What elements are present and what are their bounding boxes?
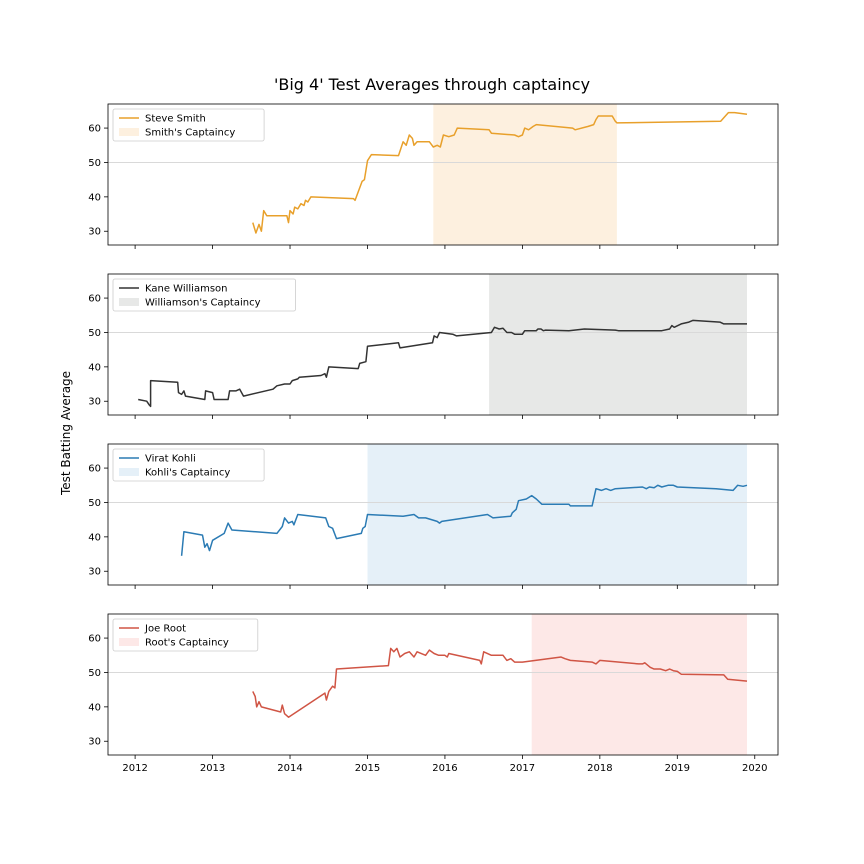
x-tick-label: 2017 xyxy=(510,763,535,774)
legend-band-swatch xyxy=(119,638,139,646)
y-tick-label: 50 xyxy=(88,498,101,509)
y-axis-label: Test Batting Average xyxy=(59,371,73,496)
axes-frame xyxy=(107,103,779,246)
legend-label-captaincy: Kohli's Captaincy xyxy=(145,468,230,479)
y-tick-label: 50 xyxy=(88,328,101,339)
series-line xyxy=(252,647,748,718)
y-tick-label: 40 xyxy=(88,362,101,373)
y-tick-label: 30 xyxy=(88,737,101,748)
chart-title: 'Big 4' Test Averages through captaincy xyxy=(274,75,590,94)
legend-label-captaincy: Smith's Captaincy xyxy=(145,128,235,139)
panel-2: 30 40 50 60 Kane Williamson Williamson's Capt… xyxy=(88,273,779,419)
panel-3: 30 40 50 60 Virat Kohli Kohli's Captaincy xyxy=(88,443,779,589)
legend-label-player: Kane Williamson xyxy=(145,284,228,295)
captaincy-band xyxy=(367,444,748,585)
legend-label-captaincy: Root's Captaincy xyxy=(145,638,229,649)
x-tick-label: 2012 xyxy=(122,763,147,774)
panel-4: 30 40 50 60 2012 2013 2014 2015 2016 2017 2018 2019… xyxy=(88,613,779,774)
y-tick-label: 50 xyxy=(88,668,101,679)
axes-frame xyxy=(107,613,779,756)
y-tick-label: 60 xyxy=(88,634,101,645)
y-tick-label: 40 xyxy=(88,532,101,543)
y-tick-label: 60 xyxy=(88,294,101,305)
legend-band-swatch xyxy=(119,128,139,136)
y-tick-label: 30 xyxy=(88,397,101,408)
axes-frame xyxy=(107,443,779,586)
x-tick-label: 2016 xyxy=(432,763,457,774)
legend-label-player: Virat Kohli xyxy=(145,454,196,465)
x-tick-label: 2015 xyxy=(355,763,380,774)
x-tick-label: 2020 xyxy=(742,763,767,774)
series-line xyxy=(252,111,748,234)
legend-label-player: Joe Root xyxy=(144,624,186,635)
panels: 30 40 50 60 Steve Smith Smith's Captaincy 30 40… xyxy=(88,103,779,774)
y-tick-label: 30 xyxy=(88,227,101,238)
panel-1: 30 40 50 60 Steve Smith Smith's Captaincy xyxy=(88,103,779,249)
x-tick-label: 2014 xyxy=(277,763,302,774)
legend-box xyxy=(112,448,265,482)
y-tick-label: 40 xyxy=(88,702,101,713)
y-tick-label: 50 xyxy=(88,158,101,169)
y-tick-label: 40 xyxy=(88,192,101,203)
legend-label-player: Steve Smith xyxy=(145,114,206,125)
y-tick-label: 60 xyxy=(88,124,101,135)
y-tick-label: 60 xyxy=(88,464,101,475)
legend-box xyxy=(112,278,297,312)
captaincy-band xyxy=(433,104,617,245)
legend-band-swatch xyxy=(119,298,139,306)
series-line xyxy=(180,484,748,556)
legend-box xyxy=(112,108,265,142)
series-line xyxy=(138,319,747,408)
x-tick-label: 2018 xyxy=(587,763,612,774)
x-tick-label: 2013 xyxy=(200,763,225,774)
legend-label-captaincy: Williamson's Captaincy xyxy=(145,298,261,309)
legend-box xyxy=(112,618,259,652)
axes-frame xyxy=(107,273,779,416)
x-tick-label: 2019 xyxy=(665,763,690,774)
captaincy-band xyxy=(489,274,748,415)
y-tick-label: 30 xyxy=(88,567,101,578)
legend-band-swatch xyxy=(119,468,139,476)
captaincy-band xyxy=(531,614,748,755)
